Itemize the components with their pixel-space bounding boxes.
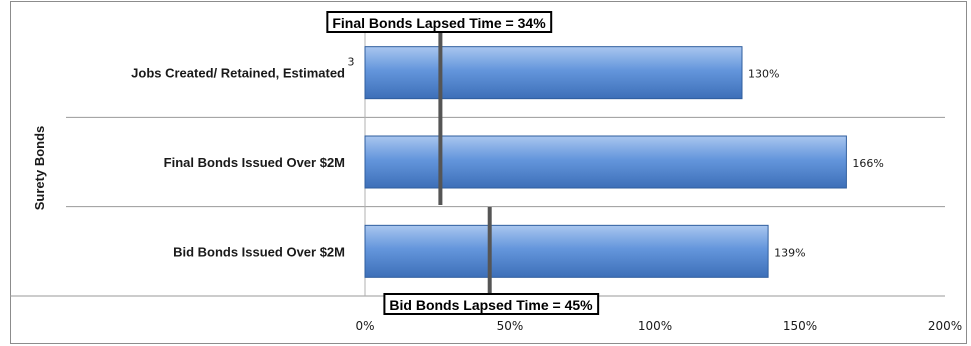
data-label: 166% — [852, 157, 883, 170]
reference-label: Final Bonds Lapsed Time = 34% — [332, 15, 546, 31]
bar — [364, 46, 743, 100]
bar — [364, 224, 769, 278]
reference-label-box — [383, 293, 600, 315]
category-label: Jobs Created/ Retained, Estimated — [131, 66, 345, 81]
bars — [364, 46, 847, 278]
category-label: Final Bonds Issued Over $2M — [164, 155, 345, 170]
category-footnote: 3 — [348, 56, 355, 69]
x-tick-label: 50% — [497, 319, 524, 333]
x-tick-label: 0% — [355, 319, 374, 333]
data-label: 130% — [748, 68, 779, 81]
data-labels: 130% 166% 139% — [748, 68, 884, 260]
x-tick-label: 200% — [928, 319, 962, 333]
reference-label-box — [326, 11, 553, 33]
reference-lines: Final Bonds Lapsed Time = 34% Bid Bonds L… — [326, 11, 600, 315]
data-label: 139% — [774, 246, 805, 259]
y-axis-title: Surety Bonds — [32, 126, 47, 211]
x-tick-labels: 0% 50% 100% 150% 200% — [355, 319, 962, 333]
bar — [364, 135, 847, 189]
category-label: Bid Bonds Issued Over $2M — [173, 244, 345, 259]
reference-label: Bid Bonds Lapsed Time = 45% — [389, 297, 593, 313]
x-tick-label: 150% — [783, 319, 817, 333]
x-tick-label: 100% — [638, 319, 672, 333]
